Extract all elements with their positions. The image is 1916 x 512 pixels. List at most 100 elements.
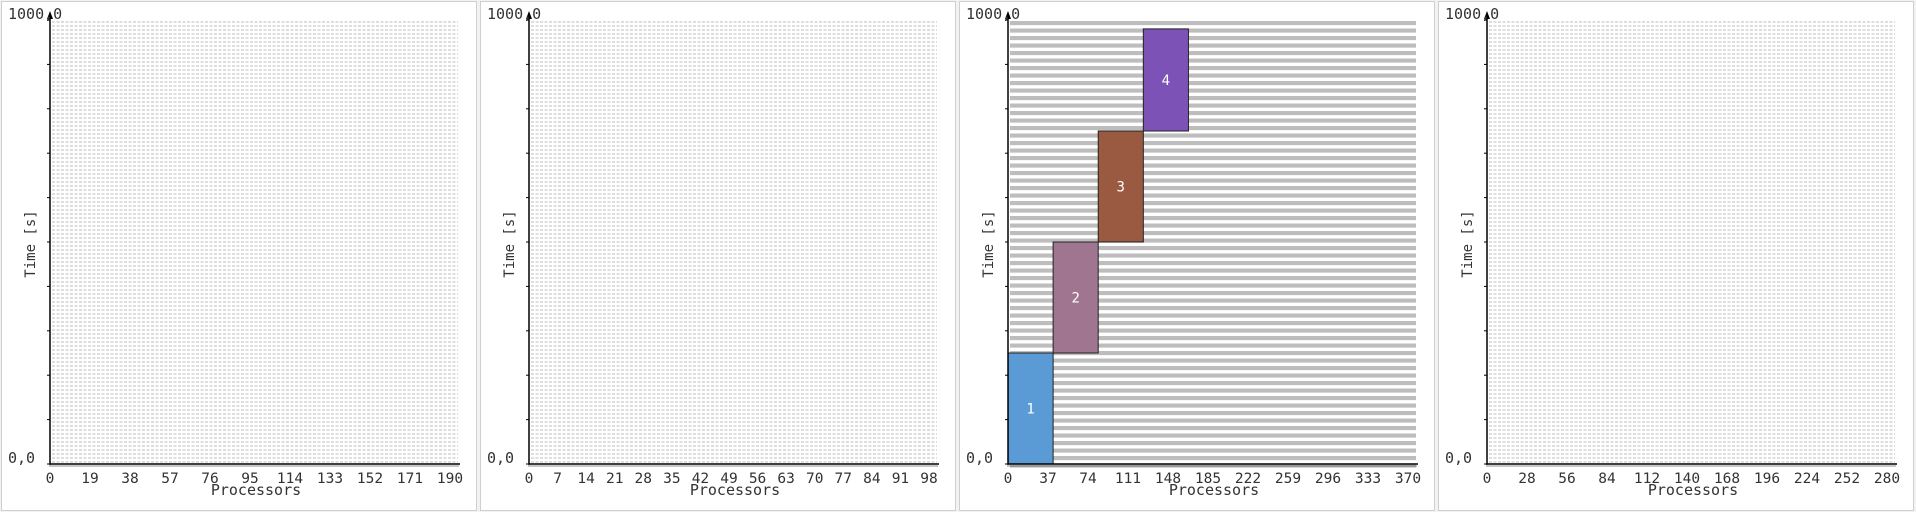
y-bottom-label: 0,0 [1445, 449, 1472, 467]
background-stripe [1010, 238, 1416, 243]
x-tick-label: 57 [161, 471, 178, 487]
job-block-4 [1142, 28, 1189, 132]
x-tick-label: 171 [397, 471, 423, 487]
background-stripe [1010, 21, 1416, 26]
x-tick-label: 185 [1195, 471, 1221, 487]
plot-background [1010, 21, 1416, 468]
y-axis-title: Time [s] [1460, 210, 1476, 277]
y-bottom-label: 0,0 [8, 449, 35, 467]
background-stripe [1010, 36, 1416, 41]
y-axis-arrow [1005, 11, 1011, 19]
x-tick-label: 0 [525, 471, 534, 487]
x-tick-label: 21 [606, 471, 623, 487]
background-stripe [1010, 126, 1416, 131]
job-block-3 [1097, 130, 1144, 243]
background-stripe [1010, 111, 1416, 116]
background-stripe [1010, 448, 1416, 453]
background-stripe [1010, 171, 1416, 176]
plot-background [531, 21, 937, 463]
x-tick-label: 112 [1634, 471, 1660, 487]
background-stripe [1010, 186, 1416, 191]
background-stripe [1010, 411, 1416, 416]
background-stripe [1010, 351, 1416, 356]
background-stripe [1010, 291, 1416, 296]
background-stripe [1010, 73, 1416, 78]
chart-panel-3: 1 2 3 4 1000,0 0,0 Time [s] 0 37 74 111 148 185 222 25… [959, 1, 1435, 511]
background-stripe [1010, 156, 1416, 161]
background-stripe [1010, 178, 1416, 183]
background-stripe [1010, 261, 1416, 266]
background-stripe [1010, 283, 1416, 288]
x-tick-label: 91 [892, 471, 909, 487]
background-stripe [1010, 426, 1416, 431]
background-stripe [1010, 313, 1416, 318]
background-stripe [1010, 268, 1416, 273]
x-tick-label: 259 [1275, 471, 1301, 487]
background-stripe [1010, 223, 1416, 228]
background-stripe [1010, 456, 1416, 461]
x-tick-label: 95 [241, 471, 258, 487]
background-stripe [1010, 148, 1416, 153]
x-tick-label: 190 [437, 471, 463, 487]
background-stripe [1010, 96, 1416, 101]
background-stripe [1010, 133, 1416, 138]
background-stripe [1010, 216, 1416, 221]
background-stripe [1010, 163, 1416, 168]
x-axis-title: Processors [1648, 481, 1738, 499]
background-stripe [1010, 58, 1416, 63]
x-tick-label: 140 [1674, 471, 1700, 487]
x-tick-label: 114 [277, 471, 303, 487]
x-tick-label: 28 [635, 471, 652, 487]
job-label: 2 [1071, 291, 1079, 307]
x-tick-label: 19 [81, 471, 98, 487]
x-axis-title: Processors [211, 481, 301, 499]
y-axis-title: Time [s] [981, 210, 997, 277]
background-stripe [1010, 43, 1416, 48]
background-stripe [1010, 276, 1416, 281]
x-tick-label: 56 [749, 471, 766, 487]
x-tick-label: 98 [920, 471, 937, 487]
y-axis-arrow [1484, 11, 1490, 19]
chart-panel-2: 1000,0 0,0 Time [s] 0 7 14 21 28 35 42 49 56 63 70 77 8… [480, 1, 956, 511]
background-stripe [1010, 366, 1416, 371]
x-tick-label: 74 [1079, 471, 1097, 487]
x-tick-label: 84 [863, 471, 881, 487]
x-tick-label: 148 [1155, 471, 1181, 487]
x-tick-label: 0 [1004, 471, 1013, 487]
background-stripe [1010, 403, 1416, 408]
y-top-label: 1000,0 [966, 5, 1020, 23]
background-stripe [1010, 441, 1416, 446]
x-tick-label: 252 [1834, 471, 1860, 487]
plot-background [1489, 21, 1895, 463]
background-stripe [1010, 433, 1416, 438]
x-tick-label: 280 [1874, 471, 1900, 487]
y-axis-title: Time [s] [502, 210, 518, 277]
x-tick-label: 296 [1315, 471, 1341, 487]
background-stripe [1010, 358, 1416, 363]
x-tick-label: 63 [777, 471, 794, 487]
background-stripe [1010, 103, 1416, 108]
background-stripe [1010, 51, 1416, 56]
chart-panel-1: 1000,0 0,0 Time [s] 0 19 38 57 76 95 114 133 152 171… [1, 1, 477, 511]
x-tick-label: 224 [1794, 471, 1820, 487]
background-stripe [1010, 81, 1416, 86]
x-tick-label: 76 [201, 471, 218, 487]
x-tick-label: 168 [1714, 471, 1740, 487]
x-axis-title: Processors [690, 481, 780, 499]
background-stripe [1010, 193, 1416, 198]
background-stripe [1010, 141, 1416, 146]
x-tick-label: 77 [835, 471, 852, 487]
chart-panel-4: 1000,0 0,0 Time [s] 0 28 56 84 112 140 168 196 224 2… [1438, 1, 1914, 511]
x-tick-label: 0 [46, 471, 55, 487]
background-stripe [1010, 66, 1416, 71]
x-tick-label: 196 [1754, 471, 1780, 487]
x-tick-label: 14 [577, 471, 595, 487]
background-stripe [1010, 231, 1416, 236]
y-bottom-label: 0,0 [487, 449, 514, 467]
background-stripe [1010, 321, 1416, 326]
x-tick-label: 133 [317, 471, 343, 487]
job-label: 3 [1117, 180, 1125, 196]
y-top-label: 1000,0 [8, 5, 62, 23]
